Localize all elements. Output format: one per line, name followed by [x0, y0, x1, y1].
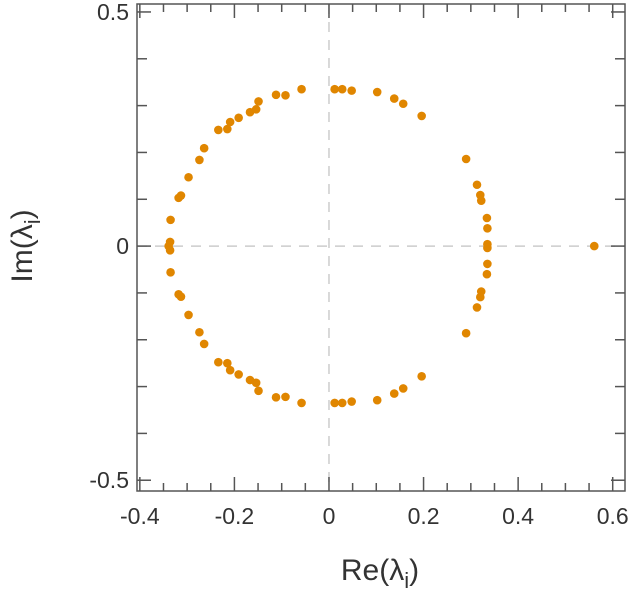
data-point [214, 125, 223, 135]
plot-frame [136, 3, 626, 492]
data-point [195, 327, 204, 337]
data-point [271, 90, 281, 100]
y-axis-label: Im(λi) [6, 209, 45, 282]
data-point [472, 180, 482, 190]
data-point [174, 193, 183, 203]
data-point [166, 268, 175, 277]
data-point [234, 113, 243, 123]
data-point [281, 91, 290, 100]
data-point [297, 398, 306, 408]
data-point [476, 287, 486, 296]
data-point [472, 303, 482, 312]
y-tick-label: -0.5 [89, 467, 129, 493]
data-point [199, 143, 209, 153]
data-point [389, 389, 399, 398]
x-tick-label: 0.4 [502, 503, 534, 529]
data-point [417, 371, 426, 381]
data-point [223, 124, 232, 134]
tick-labels: -0.4 -0.2 0 0.2 0.4 0.6 -0.5 0 0.5 [89, 0, 628, 529]
data-point [330, 84, 339, 94]
x-tick-label: -0.4 [120, 503, 160, 529]
data-point [166, 215, 175, 225]
data-point [184, 172, 193, 182]
data-point [214, 357, 223, 367]
data-point [398, 384, 408, 393]
y-tick-label: 0 [116, 233, 129, 259]
data-point [461, 328, 471, 338]
x-tick-label: 0.6 [597, 503, 629, 529]
data-point [372, 395, 382, 405]
data-point [174, 290, 183, 299]
data-point [372, 87, 382, 97]
data-point [281, 392, 290, 402]
data-point [589, 241, 599, 251]
data-point [254, 97, 263, 106]
data-point [483, 243, 492, 253]
data-point [337, 84, 347, 94]
data-point [482, 269, 492, 279]
x-tick-label: -0.2 [215, 503, 255, 529]
data-point [483, 259, 492, 269]
data-point [225, 117, 235, 127]
data-point [223, 358, 232, 368]
data-point [199, 339, 209, 349]
data-points [164, 84, 599, 408]
data-point [389, 94, 399, 103]
x-axis-label: Re(λi) [341, 554, 419, 593]
y-tick-label: 0.5 [97, 0, 129, 25]
data-point [195, 155, 204, 165]
x-tick-label: 0.2 [408, 503, 440, 529]
data-point [461, 154, 471, 164]
data-point [417, 111, 426, 121]
data-point [347, 86, 356, 95]
data-point [254, 386, 263, 396]
data-point [225, 365, 235, 375]
data-point [184, 310, 193, 320]
reference-lines [137, 4, 625, 491]
data-point [330, 398, 339, 408]
data-point [483, 224, 492, 233]
data-point [482, 213, 492, 223]
axis-ticks [137, 4, 625, 491]
data-point [245, 375, 255, 385]
data-point [245, 107, 255, 117]
data-point [297, 84, 306, 94]
data-point [271, 393, 281, 402]
data-point [337, 398, 347, 408]
data-point [398, 99, 408, 109]
data-point [164, 241, 173, 251]
data-point [347, 397, 356, 406]
x-tick-label: 0 [323, 503, 336, 529]
data-point [234, 370, 243, 379]
data-point [476, 196, 486, 205]
